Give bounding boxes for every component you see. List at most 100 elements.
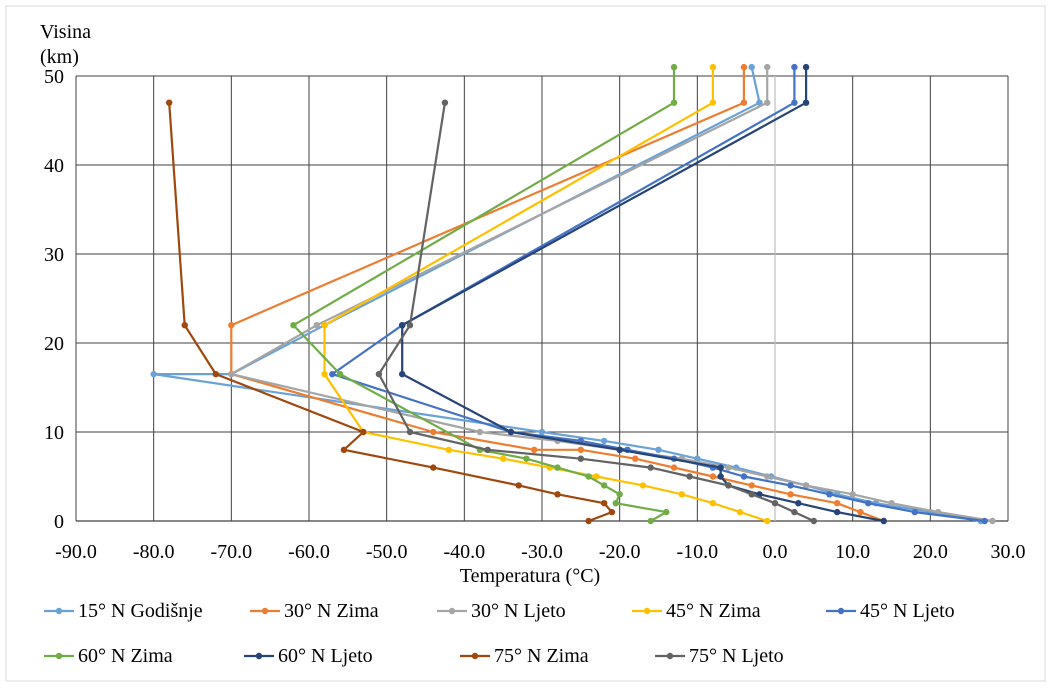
data-point <box>321 370 328 378</box>
legend-entry-3: 45° N Zima <box>632 600 761 622</box>
data-point <box>554 491 561 498</box>
x-tick-label: -50.0 <box>366 541 408 563</box>
data-point <box>989 517 996 525</box>
legend-entry-7: 75° N Zima <box>460 645 589 667</box>
data-point <box>632 455 639 462</box>
data-point <box>911 508 918 516</box>
data-point <box>709 500 717 507</box>
series-5 <box>290 63 678 525</box>
data-point <box>686 473 693 480</box>
series-6 <box>399 63 887 525</box>
data-point <box>802 99 810 106</box>
data-point <box>212 370 219 378</box>
data-point <box>717 473 724 480</box>
data-point <box>764 99 771 106</box>
legend-swatch-marker <box>666 652 674 660</box>
data-point <box>670 464 678 471</box>
legend-label: 30° N Ljeto <box>471 600 566 622</box>
data-point <box>554 464 561 471</box>
data-point <box>725 482 732 489</box>
data-point <box>585 473 592 480</box>
data-point <box>880 517 887 525</box>
legend-label: 15° N Godišnje <box>78 600 203 622</box>
x-tick-label: -10.0 <box>676 541 718 563</box>
data-point <box>764 517 771 525</box>
data-point <box>166 99 173 106</box>
data-point <box>740 473 748 480</box>
y-tick-label: 20 <box>44 333 64 355</box>
data-point <box>725 464 732 471</box>
x-tick-label: -70.0 <box>210 541 252 563</box>
data-point <box>484 446 491 453</box>
x-tick-label: -60.0 <box>288 541 330 563</box>
x-tick-label: 30.0 <box>991 541 1026 563</box>
data-point <box>748 482 755 489</box>
data-point <box>228 322 235 329</box>
data-point <box>336 370 344 378</box>
data-point <box>507 428 515 436</box>
data-point <box>791 99 798 106</box>
data-point <box>857 508 864 516</box>
legend-label: 75° N Zima <box>494 645 589 667</box>
data-point <box>577 455 585 462</box>
data-point <box>670 63 678 71</box>
data-point <box>740 99 748 106</box>
data-point <box>441 99 449 106</box>
data-point <box>577 446 585 453</box>
data-point <box>748 491 755 498</box>
legend-entry-8: 75° N Ljeto <box>655 645 784 667</box>
data-point <box>375 370 383 378</box>
data-point <box>826 491 833 498</box>
data-point <box>934 508 942 516</box>
data-point <box>445 446 452 453</box>
data-point <box>399 322 406 329</box>
data-point <box>600 500 608 507</box>
y-tick-label: 10 <box>44 422 64 444</box>
data-point <box>865 500 872 507</box>
y-tick-label: 50 <box>44 66 64 88</box>
series-line <box>323 67 768 523</box>
x-tick-label: 10.0 <box>835 541 870 563</box>
data-point <box>791 508 798 516</box>
legend-entry-6: 60° N Ljeto <box>244 645 373 667</box>
data-point <box>290 322 297 329</box>
data-point <box>406 428 414 436</box>
x-tick-label: -90.0 <box>55 541 97 563</box>
legend-label: 60° N Zima <box>78 645 173 667</box>
legend-swatch-marker <box>471 652 479 660</box>
y-tick-label: 40 <box>44 155 64 177</box>
data-point <box>647 517 654 525</box>
data-point <box>709 473 717 480</box>
data-point <box>717 464 724 471</box>
x-tick-label: -80.0 <box>133 541 175 563</box>
data-point <box>663 508 670 516</box>
x-tick-label: -30.0 <box>521 541 563 563</box>
data-point <box>655 446 662 453</box>
x-tick-label: -40.0 <box>443 541 485 563</box>
x-tick-label: -20.0 <box>599 541 641 563</box>
data-point <box>593 473 600 480</box>
data-point <box>430 428 437 436</box>
data-point <box>787 491 794 498</box>
data-point <box>360 428 367 436</box>
data-point <box>764 63 771 71</box>
data-point <box>406 322 414 329</box>
legend-swatch-marker <box>448 607 456 615</box>
data-point <box>616 491 623 498</box>
data-point <box>612 500 619 507</box>
data-point <box>736 508 744 516</box>
data-point <box>771 500 779 507</box>
data-point <box>313 322 320 329</box>
series-7 <box>166 99 616 525</box>
y-tick-label: 30 <box>44 244 64 266</box>
data-point <box>399 370 406 378</box>
data-point <box>639 482 647 489</box>
x-tick-label: 20.0 <box>913 541 948 563</box>
data-point <box>756 99 763 106</box>
legend-entry-0: 15° N Godišnje <box>44 600 203 622</box>
data-point <box>538 428 546 436</box>
data-point <box>616 446 623 453</box>
data-point <box>499 455 507 462</box>
data-point <box>833 508 841 516</box>
legend-swatch-marker <box>255 652 263 660</box>
